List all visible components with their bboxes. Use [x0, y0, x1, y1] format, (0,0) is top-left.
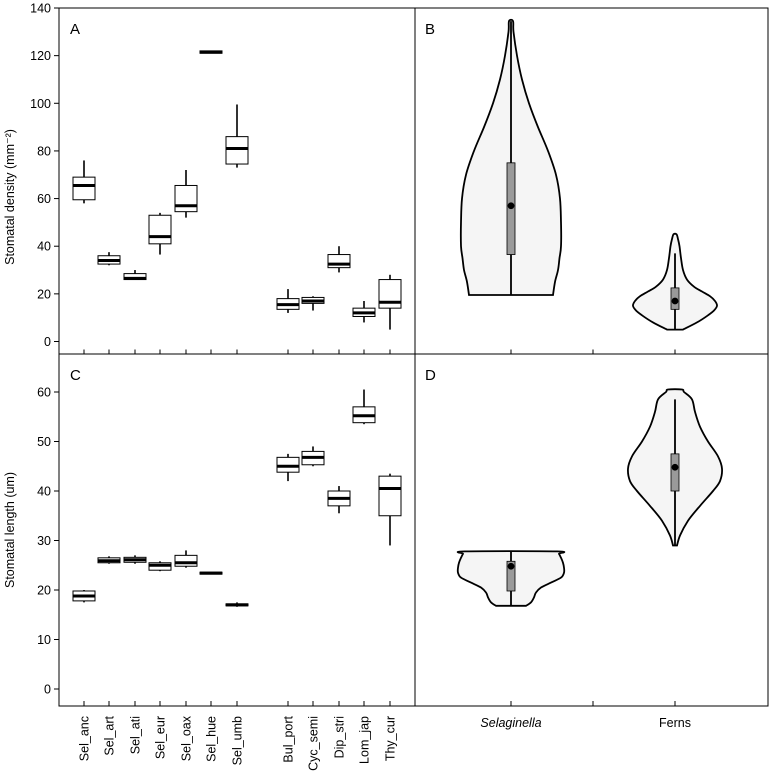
panel-d-violin-iqr-Ferns: [670, 453, 680, 492]
panel-a-frame: [58, 7, 416, 355]
panel-a-box-Sel_oax: [174, 184, 198, 213]
y-axis-title-length: Stomatal length (um): [3, 472, 17, 588]
y-axis-length-tick-label: 60: [37, 386, 51, 400]
panel-d-violin-iqr-Selaginella: [506, 560, 516, 592]
y-axis-length-tick-label: 30: [37, 534, 51, 548]
y-axis-length-tick-label: 50: [37, 435, 51, 449]
x-tick-label-Sel_ati: Sel_ati: [129, 716, 143, 754]
panel-a-box-Thy_cur: [378, 279, 402, 309]
x-tick-label-Sel_hue: Sel_hue: [205, 716, 219, 762]
x-tick-label-Sel_anc: Sel_anc: [78, 716, 92, 761]
panel-a-box-Sel_umb: [225, 136, 249, 165]
panel-d-violin-median-Ferns: [671, 463, 679, 471]
panel-letter-a: A: [70, 21, 80, 38]
y-axis-density-tick-label: 60: [37, 192, 51, 206]
y-axis-title-density: Stomatal density (mm⁻²): [3, 129, 17, 265]
y-axis-density-tick-label: 120: [30, 49, 51, 63]
group-label-selaginella: Selaginella: [480, 716, 541, 730]
panel-a-box-Dip_stri: [327, 254, 351, 269]
x-tick-label-Bul_port: Bul_port: [282, 715, 296, 762]
panel-b-violin-median-Selaginella: [507, 202, 515, 210]
y-axis-density-tick-label: 80: [37, 144, 51, 158]
y-axis-length-tick-label: 20: [37, 584, 51, 598]
y-axis-length-tick-label: 0: [44, 683, 51, 697]
chart-marks: 0 20 40 60 80 100 120 140 0 10 20 30 40 50 60 Sel_anc Se…: [30, 2, 723, 771]
panel-letter-d: D: [425, 367, 436, 384]
x-tick-label-Sel_eur: Sel_eur: [154, 716, 168, 759]
panel-c-box-Thy_cur: [378, 475, 402, 517]
x-tick-label-Sel_art: Sel_art: [103, 715, 117, 755]
x-tick-label-Lom_jap: Lom_jap: [358, 716, 372, 764]
panel-c-box-Sel_oax: [174, 554, 198, 567]
y-axis-length-tick-label: 40: [37, 485, 51, 499]
group-label-ferns: Ferns: [659, 716, 691, 730]
y-axis-density-tick-label: 140: [30, 2, 51, 16]
panel-d-frame: [414, 353, 769, 707]
x-tick-label-Sel_oax: Sel_oax: [180, 715, 194, 761]
panel-a-box-Sel_eur: [148, 214, 172, 245]
panel-b-violin-median-Ferns: [671, 297, 679, 305]
panel-a-box-Sel_anc: [72, 176, 96, 201]
x-tick-label-Dip_stri: Dip_stri: [333, 716, 347, 758]
panel-letter-c: C: [70, 367, 81, 384]
panel-d-violin-median-Selaginella: [507, 562, 515, 570]
panel-letter-b: B: [425, 21, 435, 38]
y-axis-density-tick-label: 40: [37, 240, 51, 254]
x-tick-label-Thy_cur: Thy_cur: [384, 716, 398, 761]
y-axis-density-tick-label: 20: [37, 287, 51, 301]
x-tick-label-Cyc_semi: Cyc_semi: [307, 716, 321, 771]
y-axis-length-tick-label: 10: [37, 633, 51, 647]
x-tick-label-Sel_umb: Sel_umb: [231, 716, 245, 765]
y-axis-density-tick-label: 100: [30, 97, 51, 111]
y-axis-density-tick-label: 0: [44, 335, 51, 349]
